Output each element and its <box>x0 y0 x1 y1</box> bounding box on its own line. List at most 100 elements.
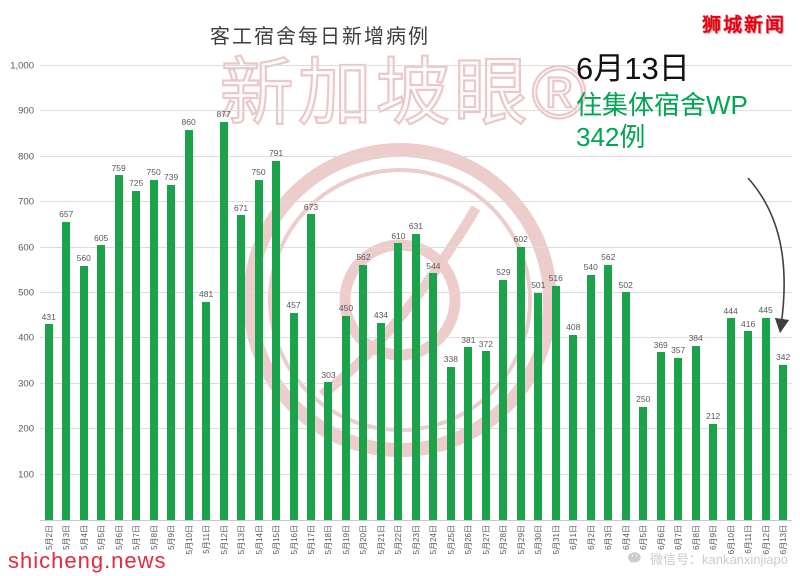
bar-value-label: 434 <box>373 310 389 321</box>
bar <box>411 233 420 520</box>
y-tick-label: 900 <box>18 105 34 117</box>
bar <box>429 273 438 520</box>
bar-slot: 562 6月3日 <box>600 66 617 550</box>
bar-value-label: 739 <box>164 172 179 182</box>
bar <box>114 175 123 520</box>
bar-value-label: 657 <box>59 209 74 220</box>
bar-slot: 529 5月28日 <box>495 66 512 554</box>
bar <box>569 334 578 520</box>
bar <box>167 184 176 520</box>
x-axis-label: 6月7日 <box>674 525 684 550</box>
bar-slot: 610 5月22日 <box>390 66 407 555</box>
x-axis-label: 5月28日 <box>499 525 509 555</box>
bar-slot: 671 5月13日 <box>232 66 249 554</box>
bar-value-label: 445 <box>758 305 773 316</box>
bar <box>184 129 193 520</box>
bar <box>499 279 508 520</box>
bar <box>621 292 630 520</box>
x-axis-label: 5月15日 <box>272 525 282 555</box>
y-tick-label: 700 <box>18 196 34 208</box>
bar-value-label: 750 <box>251 167 266 177</box>
bar-value-label: 444 <box>723 305 738 316</box>
bar-slot: 431 5月2日 <box>40 66 57 550</box>
bar <box>604 264 613 520</box>
bar <box>219 121 228 520</box>
bar-value-label: 610 <box>391 230 406 241</box>
bar-value-label: 877 <box>216 109 231 120</box>
bar-value-label: 369 <box>653 339 668 350</box>
bar-value-label: 540 <box>583 262 598 273</box>
bar <box>132 190 141 520</box>
y-tick-label: 100 <box>18 469 34 481</box>
x-axis-label: 5月22日 <box>394 525 404 555</box>
bar-value-label: 791 <box>268 148 284 159</box>
bar-slot: 372 5月27日 <box>477 66 494 555</box>
bar-slot: 544 5月24日 <box>425 66 442 555</box>
bar-value-label: 250 <box>636 394 651 404</box>
x-axis-label: 5月4日 <box>79 525 89 550</box>
chart-title: 客工宿舍每日新增病例 <box>210 26 430 48</box>
x-axis-label: 5月21日 <box>376 525 386 555</box>
x-axis-label: 5月24日 <box>429 525 439 555</box>
bar <box>709 423 718 520</box>
bar <box>656 352 665 520</box>
x-axis-label: 5月9日 <box>167 525 177 550</box>
x-axis-label: 5月11日 <box>202 525 212 554</box>
annotation-line3: 342例 <box>576 122 646 153</box>
x-axis-label: 5月16日 <box>289 525 299 555</box>
bar <box>359 264 368 520</box>
bar-value-label: 750 <box>146 167 161 177</box>
bar <box>464 347 473 520</box>
y-tick-label: 300 <box>18 378 34 390</box>
bar-slot: 877 5月12日 <box>215 66 232 554</box>
bar-slot: 369 6月6日 <box>652 66 669 550</box>
bar <box>551 285 560 520</box>
bar <box>254 179 263 520</box>
bar <box>341 315 350 520</box>
bar-value-label: 481 <box>199 289 214 300</box>
x-axis-label: 5月26日 <box>464 525 474 555</box>
wechat-footer: 微信号：kankanxinjiapo <box>627 549 788 568</box>
bar-slot: 657 5月3日 <box>57 66 74 550</box>
bar-slot: 444 6月10日 <box>722 66 739 554</box>
annotation-date: 6月13日 <box>576 51 690 86</box>
bar-value-label: 408 <box>566 322 581 333</box>
y-tick-label: 1,000 <box>10 60 34 72</box>
bar-slot: 338 5月25日 <box>442 66 459 554</box>
bar-value-label: 457 <box>286 300 301 311</box>
bar-value-label: 342 <box>775 352 791 363</box>
x-axis-label: 5月5日 <box>97 525 107 550</box>
x-axis-label: 5月10日 <box>184 525 194 555</box>
bar-value-label: 381 <box>461 334 476 345</box>
bar <box>202 301 211 520</box>
x-axis-label: 5月6日 <box>114 525 124 550</box>
bar-slot: 791 5月15日 <box>267 66 284 554</box>
bar-slot: 501 5月30日 <box>530 66 547 554</box>
x-axis-label: 6月3日 <box>604 525 614 550</box>
x-axis-label: 5月19日 <box>341 525 351 555</box>
y-tick-label: 600 <box>18 242 34 254</box>
gridline <box>40 65 792 66</box>
bar <box>324 382 333 520</box>
x-axis-label: 5月8日 <box>149 525 159 550</box>
bar-value-label: 450 <box>338 303 354 314</box>
bar <box>97 245 106 520</box>
bar-slot: 381 5月26日 <box>460 66 477 555</box>
bar-slot: 739 5月9日 <box>162 66 179 550</box>
bar-slot: 602 5月29日 <box>512 66 529 554</box>
bar-slot: 750 5月8日 <box>145 66 162 550</box>
y-tick-label: 500 <box>18 287 34 299</box>
bar <box>272 160 281 520</box>
bar-slot: 759 5月6日 <box>110 66 127 550</box>
bar-value-label: 673 <box>303 201 319 212</box>
bar-slot: 250 6月5日 <box>634 66 651 550</box>
bar <box>744 331 753 520</box>
bar-slot: 408 6月1日 <box>565 66 582 550</box>
bar-value-label: 529 <box>496 267 511 278</box>
site-url: shicheng.news <box>8 548 167 573</box>
bar-value-label: 516 <box>548 273 563 284</box>
bar <box>62 221 71 520</box>
bar <box>779 364 788 520</box>
bar <box>674 357 683 520</box>
bar-slot: 502 6月4日 <box>617 66 634 550</box>
